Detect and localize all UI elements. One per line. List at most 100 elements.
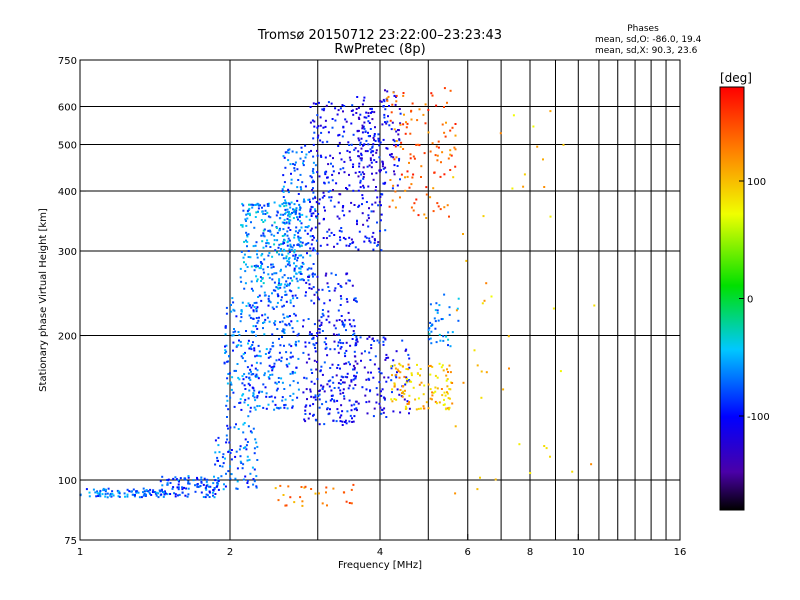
data-point xyxy=(307,225,310,228)
data-point xyxy=(368,240,371,242)
data-point xyxy=(369,389,372,392)
data-point xyxy=(286,260,289,263)
data-point xyxy=(217,477,220,480)
data-point xyxy=(295,209,298,212)
data-point xyxy=(252,289,254,292)
data-point xyxy=(282,155,285,158)
data-point xyxy=(368,122,371,124)
data-point xyxy=(285,204,288,207)
data-point xyxy=(342,388,345,391)
data-point xyxy=(309,106,312,108)
data-point xyxy=(257,319,260,322)
data-point xyxy=(251,304,254,307)
data-point xyxy=(378,381,381,384)
data-point xyxy=(336,113,339,116)
data-point xyxy=(390,155,393,158)
data-point xyxy=(342,491,345,494)
data-point xyxy=(348,151,351,154)
data-point xyxy=(246,455,249,458)
data-point xyxy=(359,336,362,339)
data-point xyxy=(290,245,292,248)
data-point xyxy=(323,341,326,344)
data-point xyxy=(429,388,432,391)
data-point xyxy=(284,294,287,296)
data-point xyxy=(205,493,208,496)
data-point xyxy=(283,332,286,334)
data-point xyxy=(285,280,288,283)
data-point xyxy=(442,404,445,406)
data-point xyxy=(299,214,302,217)
data-point xyxy=(288,315,291,317)
data-point xyxy=(329,154,332,157)
data-point xyxy=(262,406,265,409)
data-point xyxy=(275,382,278,385)
data-point xyxy=(289,299,292,302)
data-point xyxy=(278,227,281,230)
data-point xyxy=(227,450,230,453)
data-point xyxy=(323,182,326,185)
data-point xyxy=(97,495,100,497)
data-point xyxy=(315,342,318,345)
data-point xyxy=(285,293,288,296)
data-point xyxy=(310,243,313,246)
data-point xyxy=(282,185,285,188)
data-point xyxy=(292,297,295,300)
data-point xyxy=(312,155,315,158)
data-point xyxy=(308,283,311,286)
data-point xyxy=(247,339,250,342)
data-point xyxy=(304,294,307,297)
data-point xyxy=(325,346,328,349)
data-point xyxy=(385,416,388,418)
data-point xyxy=(293,501,296,504)
data-point xyxy=(431,324,434,327)
data-point xyxy=(402,385,405,388)
data-point xyxy=(434,320,437,323)
data-point xyxy=(437,319,440,322)
data-point xyxy=(277,499,280,502)
data-point xyxy=(354,300,357,302)
data-point xyxy=(315,368,318,371)
data-point xyxy=(374,239,376,242)
data-point xyxy=(200,481,203,484)
data-point xyxy=(353,325,356,328)
data-point xyxy=(288,343,291,346)
data-point xyxy=(374,201,377,204)
data-point xyxy=(306,252,308,255)
data-point xyxy=(363,116,366,119)
data-point xyxy=(278,351,281,354)
data-point xyxy=(429,196,432,199)
y-tick-label: 100 xyxy=(58,476,77,487)
data-point xyxy=(250,265,253,268)
data-point xyxy=(353,366,356,369)
data-point xyxy=(368,164,371,167)
data-point xyxy=(256,249,259,252)
data-point xyxy=(542,158,544,161)
data-point xyxy=(264,386,267,389)
data-point xyxy=(278,278,281,281)
data-point xyxy=(325,318,328,321)
data-point xyxy=(288,262,291,265)
data-point xyxy=(298,215,301,218)
data-point xyxy=(443,398,445,401)
data-point xyxy=(274,403,277,406)
data-point xyxy=(203,477,206,480)
data-point xyxy=(247,342,249,345)
data-point xyxy=(260,234,263,237)
data-point xyxy=(327,131,330,134)
data-point xyxy=(423,407,426,410)
data-point xyxy=(281,320,284,323)
data-point xyxy=(363,121,366,124)
data-point xyxy=(316,332,319,334)
data-point xyxy=(320,365,323,368)
data-point xyxy=(265,392,268,395)
data-point xyxy=(283,406,286,409)
data-point xyxy=(395,100,398,103)
data-point xyxy=(331,394,334,397)
data-point xyxy=(271,224,274,227)
data-point xyxy=(361,171,364,174)
data-point xyxy=(187,482,190,485)
data-point xyxy=(281,336,283,338)
data-point xyxy=(264,318,267,321)
data-point xyxy=(293,236,296,239)
data-point xyxy=(184,494,187,497)
